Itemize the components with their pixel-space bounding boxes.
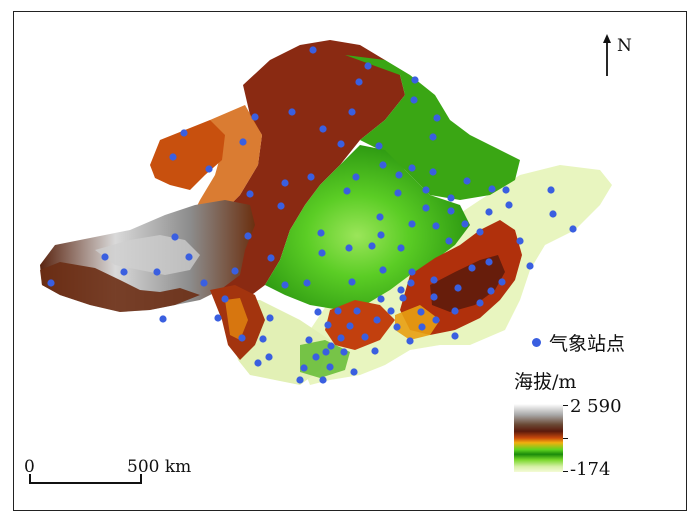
scale-zero-label: 0 xyxy=(24,457,35,477)
great-khingan-mountains xyxy=(205,40,405,300)
northwest-arm xyxy=(150,120,225,190)
changbai-highlands xyxy=(430,255,505,312)
ramp-tick-mid xyxy=(563,438,568,439)
northeast-plain xyxy=(265,145,470,310)
north-label: N xyxy=(617,36,632,56)
eastern-orange-flank xyxy=(395,305,440,340)
elevation-min-label: -174 xyxy=(570,459,611,480)
station-legend: 气象站点 xyxy=(532,329,625,356)
north-arrow-icon xyxy=(603,34,611,76)
lesser-khingan-green xyxy=(345,55,520,200)
western-plateau-brown xyxy=(40,262,200,312)
station-legend-label: 气象站点 xyxy=(549,333,626,355)
ramp-tick-min xyxy=(563,471,568,472)
south-coast-green xyxy=(300,340,350,378)
scale-tick-start xyxy=(29,474,31,484)
elevation-color-ramp xyxy=(514,404,563,472)
scale-bar xyxy=(30,482,142,484)
southwest-orange xyxy=(225,298,248,340)
scale-distance-label: 500 km xyxy=(127,457,192,477)
western-grey-highlands xyxy=(95,235,200,275)
elevation-legend-title: 海拔/m xyxy=(514,371,577,393)
station-markers xyxy=(47,46,577,384)
scale-tick-end xyxy=(140,474,142,484)
station-dot-icon xyxy=(532,338,541,347)
elevation-max-label: 2 590 xyxy=(570,396,622,417)
ramp-tick-max xyxy=(563,405,568,406)
